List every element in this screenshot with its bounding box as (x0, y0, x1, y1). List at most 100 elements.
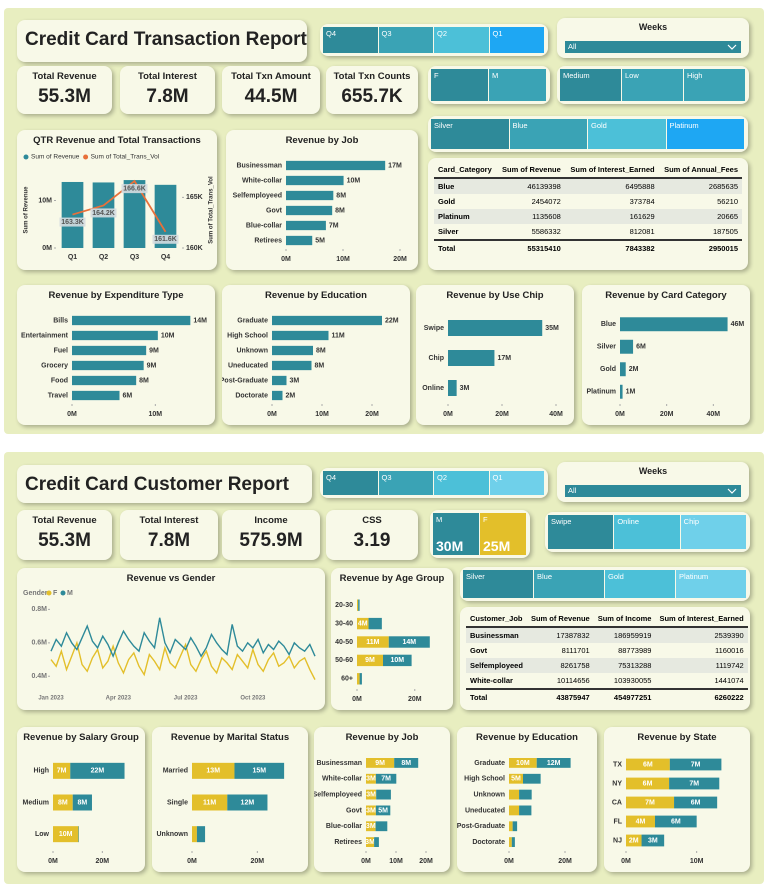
x-tick-label: 0M (504, 858, 514, 865)
table-cell: 8261758 (526, 658, 594, 673)
table-panel: Card_Category Sum of Revenue Sum of Intere… (428, 158, 748, 270)
category-label: Unknown (237, 347, 269, 354)
data-label: 2M (629, 366, 639, 373)
chart: 0M 10M 20M Businessman 17M White-collar 10M Sel… (233, 160, 407, 263)
slicer-tile[interactable]: Blue (534, 570, 604, 598)
dropdown[interactable]: All (565, 41, 741, 53)
bar-segment (511, 837, 515, 847)
category-label: NJ (613, 837, 622, 844)
slicer-tile[interactable]: Q2 (434, 27, 489, 53)
slicer-tile[interactable]: Silver (431, 119, 509, 149)
x-tick-label: 0M (443, 411, 453, 418)
slicer-tile[interactable]: F 25M (480, 513, 526, 555)
slicer-tile[interactable]: M (489, 69, 546, 101)
x-tick-label: 10M (336, 256, 350, 263)
bar-segment (509, 758, 537, 768)
chart-title: Revenue by Age Group (339, 573, 445, 584)
bar-segment (509, 837, 512, 847)
slicer-tile[interactable]: Blue (509, 119, 587, 149)
data-label: 7M (689, 780, 699, 787)
chart: 0M 10M TX 6M 7M NY 6M 7M CA 7M 6M FL 4M 6M NJ 2M 3M (612, 758, 722, 865)
slicer-tile[interactable]: M 30M (433, 513, 479, 555)
bar-segment (626, 758, 670, 771)
slicer-tile[interactable]: High (684, 69, 745, 101)
bar-segment (394, 758, 419, 768)
header-row: Card_Category Sum of Revenue Sum of Intere… (434, 162, 742, 179)
slicer-tile[interactable]: Q1 (489, 471, 544, 495)
slicer-tile[interactable]: Low (622, 69, 683, 101)
y2-axis-title: Sum of Total_Trans_Vol (209, 176, 215, 244)
table-row: Platinum 1135608 161629 20665 (434, 209, 742, 224)
table-cell: 1119742 (655, 658, 748, 673)
bar-segment (366, 758, 395, 768)
kpi-label: Total Interest (139, 515, 199, 526)
dropdown[interactable]: All (565, 485, 741, 497)
slicer-tile[interactable]: Q3 (378, 27, 433, 53)
slicer-tile[interactable]: Swipe (548, 515, 614, 549)
kpi-value: 55.3M (38, 530, 91, 551)
slicer: Q4 Q3 Q2 Q1 (320, 24, 548, 56)
bar-segment (53, 826, 79, 843)
data-label: 4M (636, 818, 646, 825)
slicer-tile[interactable]: Q4 (323, 471, 378, 495)
category-label: Doctorate (472, 839, 505, 846)
x-tick-label: 20M (558, 858, 572, 865)
slicer-tile[interactable]: Chip (680, 515, 746, 549)
bar-segment (366, 789, 377, 800)
data-label: 6M (671, 818, 681, 825)
bar (123, 180, 146, 248)
bar-segment (366, 805, 376, 816)
slicer-tile[interactable]: Q2 (434, 471, 489, 495)
y-tick-label: 0.4M (31, 673, 47, 680)
bar-segment (53, 794, 73, 811)
slicer-item-label: Q2 (437, 29, 448, 38)
category-label: NY (612, 780, 622, 787)
slicer-item-value: 25M (483, 538, 511, 554)
category-label: White-collar (322, 776, 362, 783)
category-label: Grocery (41, 362, 68, 369)
bar-segment (626, 815, 655, 828)
slicer-tile[interactable]: Q1 (489, 27, 544, 53)
kpi-label: Total Interest (138, 71, 197, 82)
slicer-tile[interactable]: Platinum (666, 119, 744, 149)
x-tick-label: 0M (361, 858, 371, 865)
data-label: 3M (460, 385, 470, 392)
bar-segment (509, 773, 523, 784)
table-cell: Silver (438, 227, 459, 236)
table-cell: 1135608 (496, 209, 565, 224)
category-label: Platinum (586, 389, 616, 396)
chart-title: Revenue by Marital Status (170, 732, 290, 743)
bar-segment (374, 837, 379, 847)
slicer-tile[interactable]: Online (614, 515, 680, 549)
slicer-tile[interactable]: Silver (463, 570, 533, 598)
category-label: Blue-collar (246, 222, 282, 229)
x-tick-label: 20M (365, 411, 379, 418)
bar-segment (388, 636, 430, 648)
chevron (727, 488, 737, 494)
bar-segment (196, 826, 206, 843)
bar-segment (357, 599, 359, 611)
table-cell: 812081 (629, 227, 655, 236)
bar-segment (626, 796, 675, 809)
chart-title: Revenue vs Gender (126, 573, 216, 584)
slicer-tile[interactable]: F (431, 69, 488, 101)
table-cell: 1160016 (715, 646, 744, 655)
chart-title: QTR Revenue and Total Transactions (33, 135, 201, 146)
slicer-tile[interactable]: Gold (605, 570, 675, 598)
slicer-tile[interactable]: Platinum (676, 570, 746, 598)
bar (72, 315, 191, 326)
slicer-tile[interactable]: Q4 (323, 27, 378, 53)
column-header: Sum of Revenue (496, 162, 565, 179)
bar-segment (654, 815, 697, 828)
slicer-tile[interactable]: Gold (588, 119, 666, 149)
bar (272, 315, 382, 326)
slicer-tile[interactable]: Q3 (378, 471, 433, 495)
table-row: Blue 46139398 6495888 2685635 (434, 178, 742, 194)
line (72, 179, 167, 233)
legend-marker (60, 590, 66, 596)
table-row: Selfemployeed 8261758 75313288 1119742 (466, 658, 748, 673)
slicer-tile[interactable]: Medium (560, 69, 621, 101)
kpi-card: Income 575.9M (222, 510, 320, 560)
report-title-panel: Credit Card Transaction Report (17, 20, 307, 62)
